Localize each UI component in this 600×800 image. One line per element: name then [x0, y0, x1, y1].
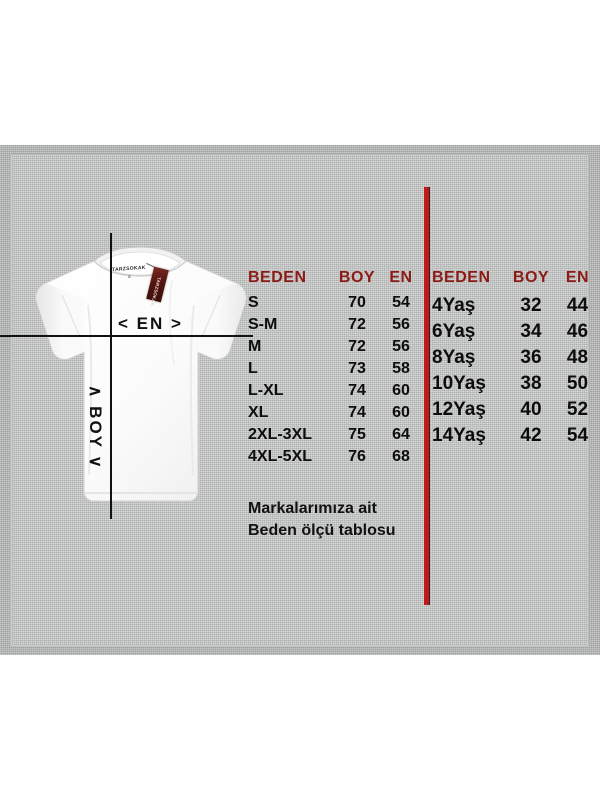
cell-boy: 34: [520, 320, 542, 342]
cell-boy: 72: [348, 338, 366, 355]
cell-en: 52: [566, 398, 589, 420]
table-row: 12Yaş 40 52: [432, 396, 600, 422]
table-row: 4Yaş 32 44: [432, 292, 600, 318]
cell-size: 8Yaş: [432, 346, 476, 368]
cell-en: 64: [392, 426, 410, 443]
cell-boy: 74: [348, 382, 366, 399]
cell-boy: 76: [348, 448, 366, 465]
cell-en: 60: [392, 382, 410, 399]
tshirt-illustration: [22, 245, 262, 505]
cell-size: 2XL-3XL: [248, 426, 313, 443]
table-row: 4XL-5XL 76 68: [248, 446, 421, 468]
cell-size: L: [248, 360, 258, 377]
cell-size: 6Yaş: [432, 320, 476, 342]
chart-caption: Markalarımıza ait Beden ölçü tablosu: [248, 498, 396, 541]
cell-en: 58: [392, 360, 410, 377]
cell-size: 12Yaş: [432, 398, 486, 420]
cell-size: 4XL-5XL: [248, 448, 313, 465]
header-beden: BEDEN: [248, 269, 307, 286]
width-guide-line: [0, 335, 253, 337]
length-label: ∧ BOY ∨: [86, 384, 105, 470]
header-boy: BOY: [512, 269, 550, 286]
table-row: S 70 54: [248, 292, 421, 314]
table-row: L-XL 74 60: [248, 380, 421, 402]
cell-en: 46: [566, 320, 589, 342]
table-row: L 73 58: [248, 358, 421, 380]
caption-line-1: Markalarımıza ait: [248, 500, 377, 517]
table-row: 10Yaş 38 50: [432, 370, 600, 396]
cell-size: XL: [248, 404, 269, 421]
table-row: XL 74 60: [248, 402, 421, 424]
red-divider: [424, 187, 430, 605]
adult-size-table: BEDEN BOY EN S 70 54 S-M 72 56 M 72 56: [248, 270, 421, 468]
cell-en: 56: [392, 338, 410, 355]
header-boy: BOY: [338, 269, 376, 286]
caption-line-2: Beden ölçü tablosu: [248, 521, 396, 539]
header-en: EN: [565, 269, 590, 286]
cell-en: 68: [392, 448, 410, 465]
cell-boy: 73: [348, 360, 366, 377]
table-row: M 72 56: [248, 336, 421, 358]
length-guide-line: [110, 233, 112, 519]
header-beden: BEDEN: [432, 269, 491, 286]
cell-size: 14Yaş: [432, 424, 486, 446]
cell-en: 48: [566, 346, 589, 368]
cell-boy: 74: [348, 404, 366, 421]
table-header-row: BEDEN BOY EN: [432, 270, 600, 292]
cell-boy: 40: [520, 398, 542, 420]
neck-size-text: S: [128, 274, 131, 279]
cell-size: 10Yaş: [432, 372, 486, 394]
cell-en: 56: [392, 316, 410, 333]
cell-boy: 32: [520, 294, 542, 316]
cell-boy: 36: [520, 346, 542, 368]
table-row: 14Yaş 42 54: [432, 422, 600, 448]
header-en: EN: [389, 269, 413, 286]
table-header-row: BEDEN BOY EN: [248, 270, 421, 292]
table-row: 2XL-3XL 75 64: [248, 424, 421, 446]
width-label: < EN >: [118, 314, 183, 333]
cell-boy: 75: [348, 426, 366, 443]
kids-size-table: BEDEN BOY EN 4Yaş 32 44 6Yaş 34 46 8Yaş …: [432, 270, 600, 448]
table-row: 8Yaş 36 48: [432, 344, 600, 370]
cell-size: L-XL: [248, 382, 284, 399]
cell-en: 54: [566, 424, 589, 446]
cell-boy: 70: [348, 294, 366, 311]
cell-size: S-M: [248, 316, 278, 333]
cell-boy: 38: [520, 372, 542, 394]
cell-en: 60: [392, 404, 410, 421]
table-row: S-M 72 56: [248, 314, 421, 336]
cell-size: S: [248, 294, 259, 311]
cell-en: 50: [566, 372, 589, 394]
cell-boy: 72: [348, 316, 366, 333]
cell-size: M: [248, 338, 262, 355]
cell-boy: 42: [520, 424, 542, 446]
table-row: 6Yaş 34 46: [432, 318, 600, 344]
cell-en: 44: [566, 294, 589, 316]
cell-en: 54: [392, 294, 410, 311]
cell-size: 4Yaş: [432, 294, 476, 316]
hangtag-text: TARZSOKAK: [149, 276, 162, 307]
tshirt-svg: [35, 246, 247, 502]
background-panel: [0, 145, 600, 655]
